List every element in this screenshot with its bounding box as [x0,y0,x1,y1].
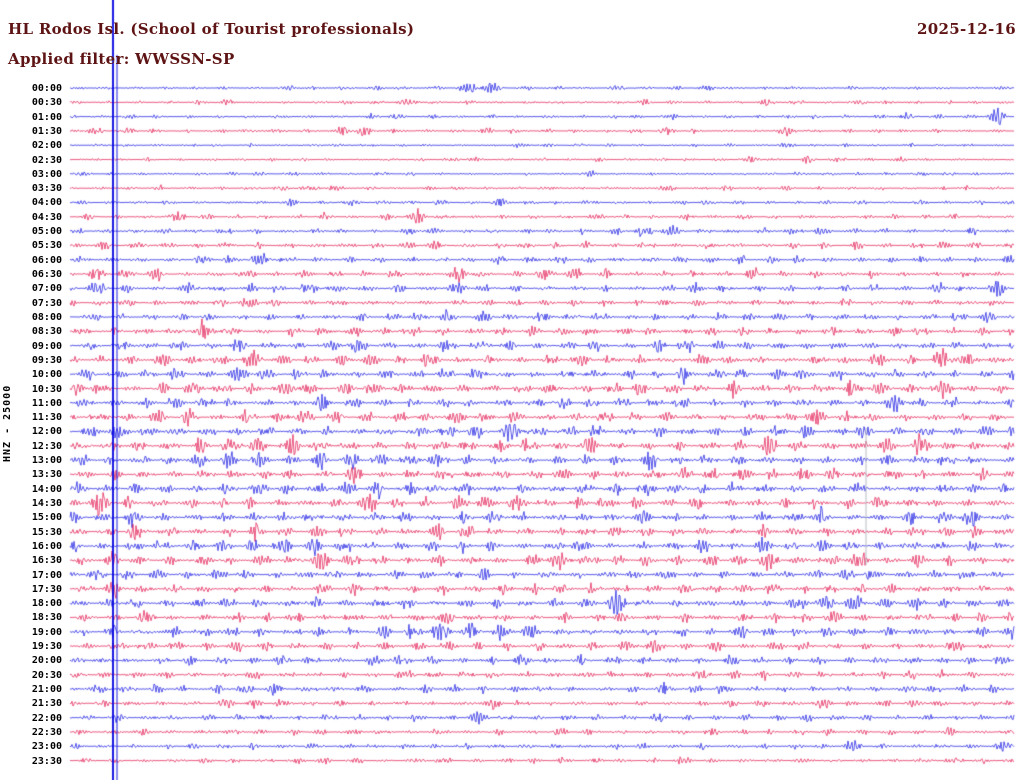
time-label: 11:00 [31,397,62,409]
time-label: 06:00 [31,254,62,266]
time-label: 15:00 [31,512,62,524]
time-label: 23:30 [31,755,62,767]
header-date: 2025-12-16 [917,20,1016,38]
time-label: 13:30 [31,469,62,481]
time-label: 09:30 [31,354,62,366]
station-title: HL Rodos Isl. (School of Tourist profess… [8,20,415,38]
time-label: 21:30 [31,698,62,710]
time-label: 00:00 [31,83,62,94]
time-label: 08:30 [31,326,62,338]
time-label: 02:30 [31,154,62,166]
filter-label: Applied filter: WWSSN-SP [8,50,235,68]
time-label: 00:30 [31,97,62,109]
time-label: 22:00 [31,712,62,724]
time-label: 10:00 [31,369,62,381]
time-label: 18:00 [31,598,62,610]
time-label: 13:00 [31,455,62,467]
time-label: 09:00 [31,340,62,352]
time-label: 17:30 [31,583,62,595]
time-label: 08:00 [31,311,62,323]
time-label: 18:30 [31,612,62,624]
time-label: 05:00 [31,226,62,238]
time-label: 07:00 [31,283,62,295]
time-label: 01:00 [31,111,62,123]
time-label: 11:30 [31,412,62,424]
time-label: 19:00 [31,626,62,638]
time-label: 04:30 [31,211,62,223]
time-label: 16:30 [31,555,62,567]
time-label: 15:30 [31,526,62,538]
time-label: 21:00 [31,684,62,696]
time-label: 01:30 [31,125,62,137]
time-label: 16:00 [31,540,62,552]
time-label: 03:00 [31,168,62,180]
time-label: 19:30 [31,641,62,653]
time-label: 04:00 [31,197,62,209]
time-label: 07:30 [31,297,62,309]
time-label: 20:30 [31,669,62,681]
time-label: 22:30 [31,726,62,738]
time-label: 12:00 [31,426,62,438]
time-label: 02:00 [31,140,62,152]
time-label: 14:30 [31,497,62,509]
time-label: 12:30 [31,440,62,452]
time-label: 17:00 [31,569,62,581]
time-label: 05:30 [31,240,62,252]
time-label: 20:00 [31,655,62,667]
time-label: 14:00 [31,483,62,495]
time-label: 03:30 [31,183,62,195]
time-label: 10:30 [31,383,62,395]
time-label: 06:30 [31,269,62,281]
time-label: 23:00 [31,741,62,753]
